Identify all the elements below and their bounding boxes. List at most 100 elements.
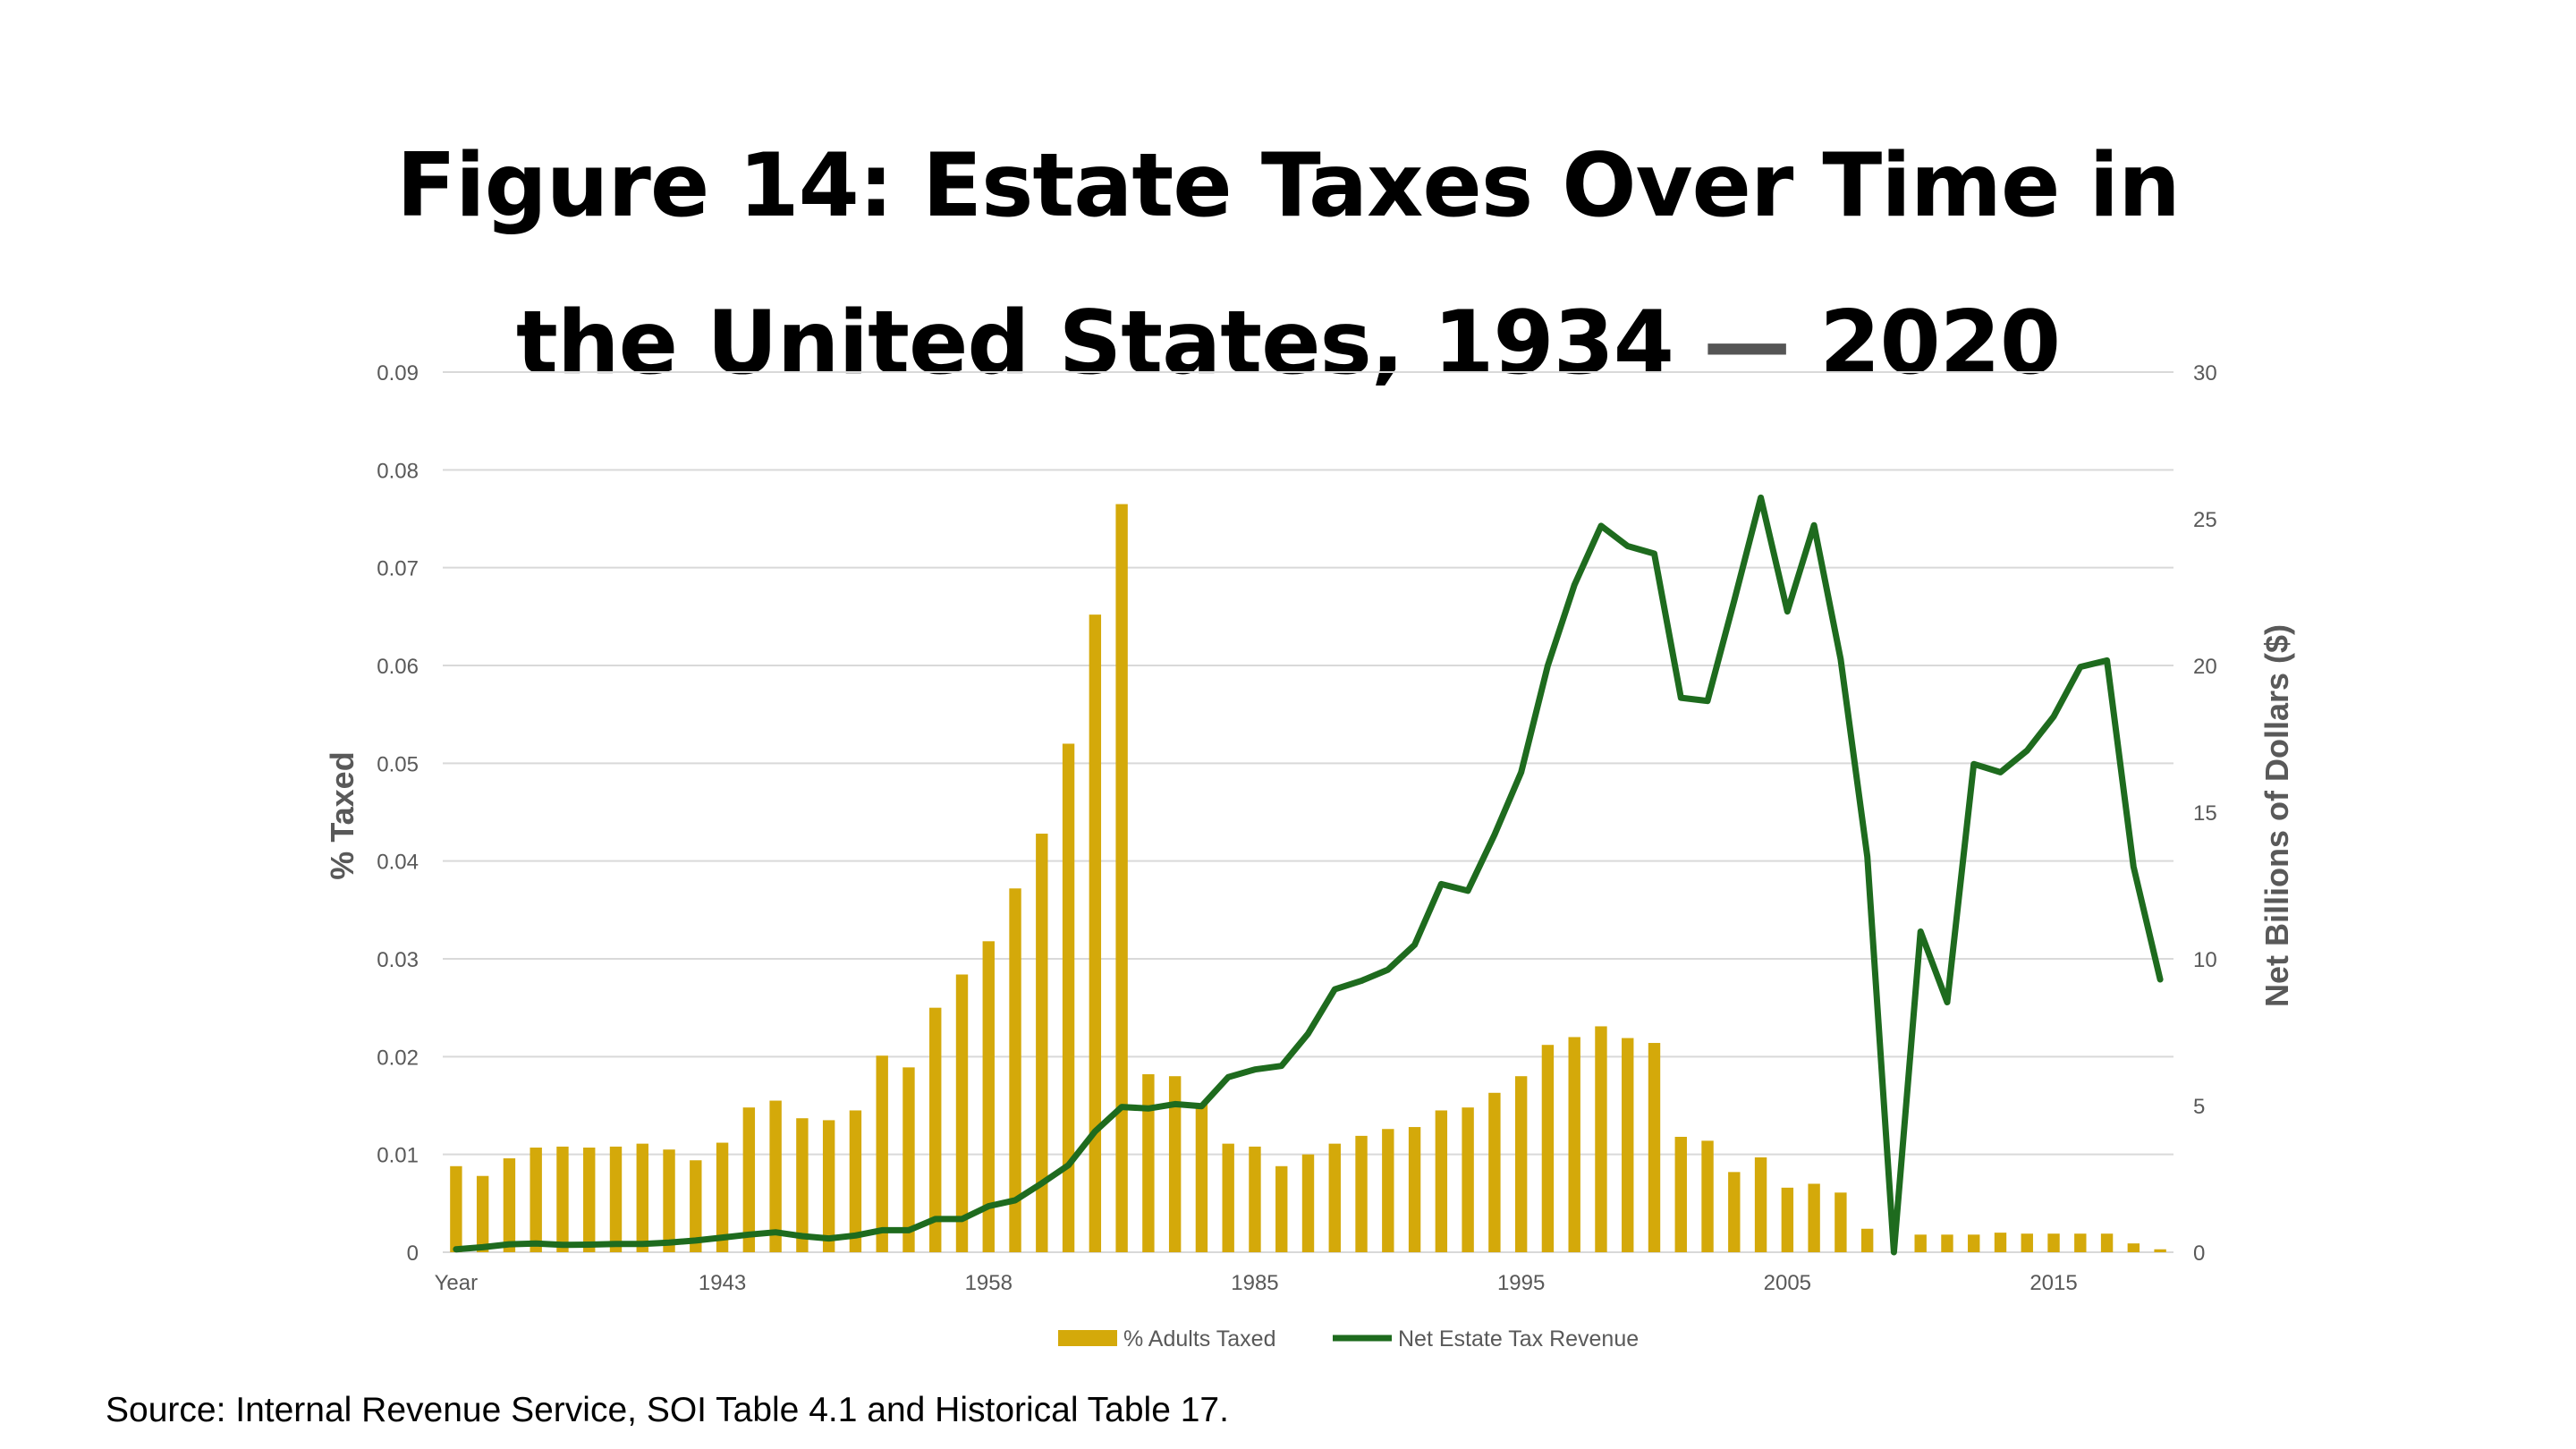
bar xyxy=(1382,1129,1394,1252)
bar xyxy=(2074,1233,2087,1252)
y-tick-label: 0.04 xyxy=(377,851,419,875)
y-tick-label: 0.09 xyxy=(377,361,419,386)
y2-tick-label: 25 xyxy=(2193,508,2217,532)
bar xyxy=(1941,1234,1953,1252)
bar xyxy=(583,1148,596,1252)
bar xyxy=(1595,1026,1607,1252)
bar xyxy=(1514,1076,1528,1252)
bar xyxy=(1301,1154,1315,1252)
bar xyxy=(1115,504,1128,1252)
gridlines xyxy=(443,371,2174,1253)
bar xyxy=(1408,1127,1421,1252)
y-tick-label: 0.07 xyxy=(377,557,419,581)
y2-axis-label: Net Billions of Dollars ($) xyxy=(2258,624,2295,1007)
bar xyxy=(2021,1233,2033,1252)
bar xyxy=(1968,1234,1980,1252)
bar xyxy=(2127,1243,2140,1252)
x-tick-label: 2005 xyxy=(1764,1271,1811,1295)
bar xyxy=(556,1146,569,1252)
title-end-year: 2020 xyxy=(1819,292,2061,394)
bar xyxy=(690,1160,702,1252)
title-dash: — xyxy=(1703,292,1791,394)
bar xyxy=(1036,834,1048,1252)
bar xyxy=(1435,1110,1448,1252)
legend: % Adults Taxed Net Estate Tax Revenue xyxy=(1058,1326,1639,1352)
bar xyxy=(822,1120,835,1252)
y2-tick-label: 10 xyxy=(2193,948,2217,972)
bar xyxy=(1222,1143,1234,1252)
chart-title: Figure 14: Estate Taxes Over Time in the… xyxy=(0,107,2576,422)
bar xyxy=(1249,1146,1261,1252)
y-tick-label: 0.05 xyxy=(377,752,419,776)
bar xyxy=(1754,1157,1767,1252)
revenue-line xyxy=(453,494,2164,1256)
bar xyxy=(2154,1249,2166,1252)
bar xyxy=(1168,1076,1182,1252)
legend-bar-swatch xyxy=(1058,1330,1117,1346)
x-tick-label: 1943 xyxy=(699,1271,746,1295)
bar xyxy=(1701,1140,1714,1252)
bar xyxy=(716,1142,729,1252)
legend-bar-label: % Adults Taxed xyxy=(1123,1326,1275,1352)
bar xyxy=(1462,1107,1474,1252)
bar xyxy=(929,1007,942,1252)
bar xyxy=(1622,1038,1634,1252)
y-tick-label: 0.06 xyxy=(377,655,419,679)
bar xyxy=(1994,1233,2007,1252)
bar xyxy=(636,1143,648,1252)
x-tick-label: 1985 xyxy=(1231,1271,1278,1295)
y2-tick-label: 20 xyxy=(2193,655,2217,679)
bar xyxy=(1835,1192,1847,1252)
bar xyxy=(1648,1043,1661,1252)
line-series-net-revenue xyxy=(453,494,2164,1256)
bar-series-adults-taxed xyxy=(450,504,2166,1252)
bar xyxy=(769,1100,782,1252)
right-axis-ticks: 0 5 10 15 20 25 30 xyxy=(2193,361,2217,1266)
bar xyxy=(1062,743,1075,1252)
y2-tick-label: 15 xyxy=(2193,801,2217,826)
title-line-2-text: the United States, 1934 xyxy=(515,292,1674,394)
bar xyxy=(1355,1135,1368,1252)
y2-tick-label: 0 xyxy=(2193,1241,2205,1266)
y-tick-label: 0.01 xyxy=(377,1144,419,1168)
source-note: Source: Internal Revenue Service, SOI Ta… xyxy=(106,1391,1229,1429)
bar xyxy=(1781,1187,1794,1252)
bar xyxy=(1328,1143,1341,1252)
x-tick-label: Year xyxy=(435,1271,479,1295)
bar xyxy=(1009,888,1021,1252)
bar xyxy=(742,1107,756,1252)
bar xyxy=(530,1148,542,1252)
y-tick-label: 0.02 xyxy=(377,1046,419,1070)
bar xyxy=(902,1067,915,1252)
bar xyxy=(609,1146,623,1252)
x-axis-ticks: Year 1943 1958 1985 1995 2005 2015 xyxy=(435,1271,2078,1295)
bar xyxy=(982,941,995,1252)
bar xyxy=(876,1055,888,1252)
bar xyxy=(849,1110,862,1252)
y-axis-label: % Taxed xyxy=(324,751,360,879)
bar xyxy=(2100,1233,2114,1252)
bar xyxy=(796,1118,809,1252)
x-tick-label: 1958 xyxy=(965,1271,1013,1295)
bar xyxy=(663,1149,675,1252)
bar xyxy=(2047,1233,2060,1252)
y2-tick-label: 30 xyxy=(2193,361,2217,386)
y-tick-label: 0 xyxy=(407,1241,419,1266)
bar xyxy=(1674,1136,1687,1252)
bar xyxy=(450,1165,462,1252)
y-tick-label: 0.03 xyxy=(377,948,419,972)
bar xyxy=(1808,1183,1820,1252)
bar xyxy=(1728,1172,1741,1252)
bar xyxy=(1541,1045,1555,1252)
bar xyxy=(1568,1037,1580,1252)
bar xyxy=(1860,1228,1874,1252)
y2-tick-label: 5 xyxy=(2193,1095,2205,1119)
x-tick-label: 2015 xyxy=(2029,1271,2077,1295)
x-tick-label: 1995 xyxy=(1497,1271,1545,1295)
bar xyxy=(1142,1074,1155,1252)
title-line-1: Figure 14: Estate Taxes Over Time in xyxy=(396,135,2181,237)
y-tick-label: 0.08 xyxy=(377,459,419,483)
bar xyxy=(1275,1165,1288,1252)
bar xyxy=(955,974,969,1252)
